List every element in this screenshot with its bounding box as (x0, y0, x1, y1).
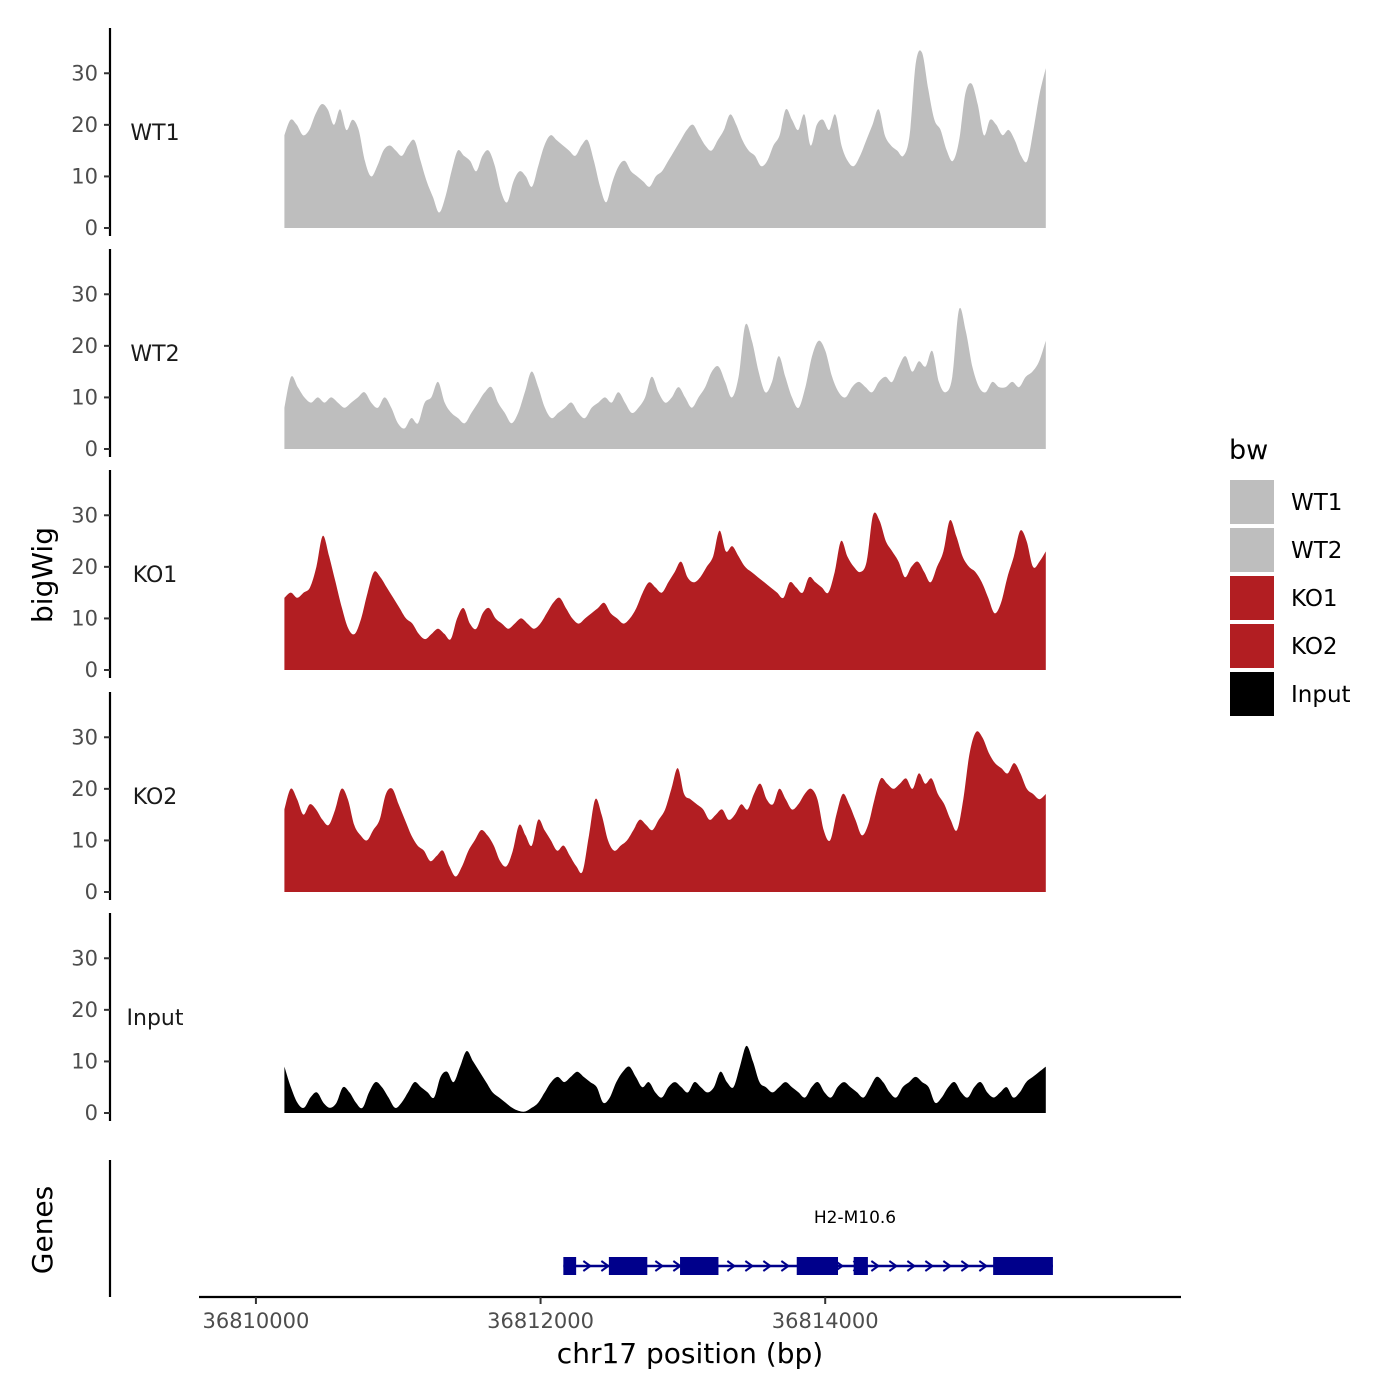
gene-name-label: H2-M10.6 (814, 1208, 896, 1228)
x-tick-label: 36812000 (487, 1309, 594, 1333)
y-tick-label: 30 (71, 282, 98, 306)
legend-label-ko2: KO2 (1291, 634, 1338, 660)
track-area-ko2 (284, 731, 1046, 892)
strand-arrow (978, 1260, 989, 1272)
gene-exon (796, 1257, 839, 1275)
legend-title: bw (1229, 435, 1268, 466)
tracks-layer: 0 10 20 30 WT1 0 10 20 30 WT2 0 10 20 30 KO1 0 10 20 30 KO2… (71, 28, 1046, 1125)
track-label-wt2: WT2 (130, 342, 179, 367)
gene-exon (853, 1257, 868, 1275)
y-tick-label: 20 (71, 334, 98, 358)
y-tick-label: 20 (71, 113, 98, 137)
track-area-ko1 (284, 512, 1046, 670)
track-label-input: Input (127, 1006, 184, 1031)
gene-exon (680, 1257, 719, 1275)
x-axis-title: chr17 position (bp) (557, 1337, 823, 1370)
y-tick-label: 0 (85, 437, 98, 461)
y-tick-label: 10 (71, 1049, 98, 1073)
gene-panel: H2-M10.6 (108, 1160, 1053, 1297)
strand-arrow (780, 1260, 791, 1272)
legend: WT1 WT2 KO1 KO2 Input (1230, 480, 1351, 716)
strand-arrow (600, 1260, 611, 1272)
y-tick-label: 10 (71, 606, 98, 630)
strand-arrow (744, 1260, 755, 1272)
y-tick-label: 10 (71, 828, 98, 852)
y-tick-label: 10 (71, 385, 98, 409)
track-area-wt2 (284, 307, 1046, 449)
y-tick-label: 20 (71, 998, 98, 1022)
y-tick-label: 0 (85, 880, 98, 904)
y-tick-label: 30 (71, 61, 98, 85)
legend-swatch-ko2 (1230, 624, 1274, 668)
legend-label-wt1: WT1 (1291, 490, 1342, 516)
track-panel-input: 0 10 20 30 Input (71, 913, 1046, 1125)
strand-arrow (762, 1260, 773, 1272)
strand-arrow (960, 1260, 971, 1272)
legend-swatch-ko1 (1230, 576, 1274, 620)
legend-label-wt2: WT2 (1291, 538, 1342, 564)
strand-arrow (924, 1260, 935, 1272)
legend-label-input: Input (1291, 682, 1351, 708)
y-tick-label: 0 (85, 658, 98, 682)
y-tick-label: 0 (85, 1101, 98, 1125)
y-tick-label: 10 (71, 164, 98, 188)
x-tick-label: 36810000 (202, 1309, 309, 1333)
legend-swatch-wt2 (1230, 528, 1274, 572)
strand-arrow (654, 1260, 665, 1272)
y-tick-label: 30 (71, 725, 98, 749)
y-tick-label: 20 (71, 777, 98, 801)
track-panel-ko2: 0 10 20 30 KO2 (71, 692, 1046, 904)
track-panel-ko1: 0 10 20 30 KO1 (71, 470, 1046, 682)
strand-arrow (888, 1260, 899, 1272)
track-area-input (284, 1045, 1046, 1113)
x-axis: 36810000 36812000 36814000 (199, 1295, 1181, 1333)
track-panel-wt2: 0 10 20 30 WT2 (71, 249, 1046, 461)
y-tick-label: 30 (71, 946, 98, 970)
y-tick-label: 20 (71, 555, 98, 579)
legend-swatch-wt1 (1230, 480, 1274, 524)
track-label-ko1: KO1 (133, 563, 178, 588)
gene-exon (993, 1257, 1053, 1275)
legend-label-ko1: KO1 (1291, 586, 1338, 612)
strand-arrow (942, 1260, 953, 1272)
strand-arrow (906, 1260, 917, 1272)
y-tick-label: 30 (71, 503, 98, 527)
y-axis-title: bigWig (26, 527, 59, 623)
gene-exon (563, 1257, 577, 1275)
genes-panel-title: Genes (26, 1186, 59, 1274)
strand-arrow (582, 1260, 593, 1272)
gene-exon (608, 1257, 648, 1275)
y-tick-label: 0 (85, 216, 98, 240)
strand-arrow (726, 1260, 737, 1272)
legend-swatch-input (1230, 672, 1274, 716)
track-area-wt1 (284, 50, 1046, 228)
strand-arrow (870, 1260, 881, 1272)
x-tick-label: 36814000 (772, 1309, 879, 1333)
track-panel-wt1: 0 10 20 30 WT1 (71, 28, 1046, 240)
track-label-wt1: WT1 (130, 121, 179, 146)
track-label-ko2: KO2 (133, 785, 178, 810)
